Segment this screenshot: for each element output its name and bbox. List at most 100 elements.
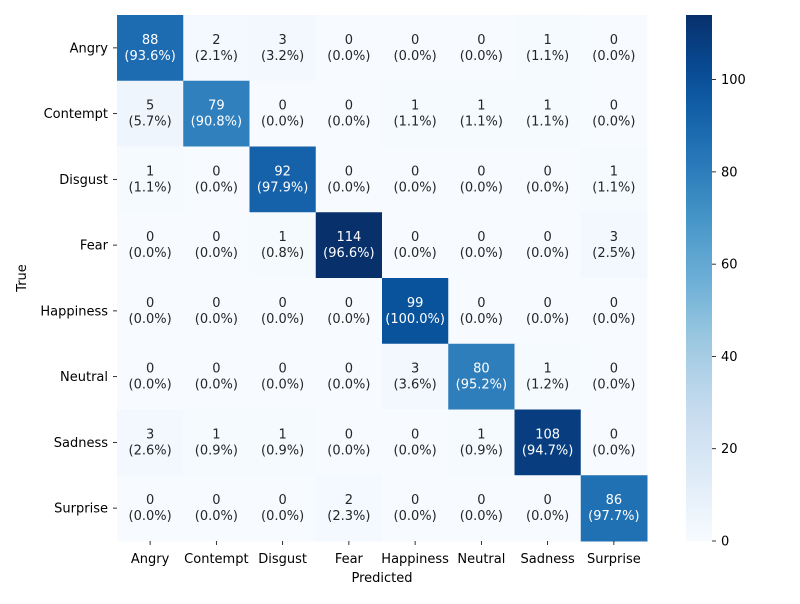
heatmap-cell	[580, 475, 648, 542]
heatmap-cell	[183, 146, 250, 213]
heatmap-cell	[183, 278, 250, 345]
cell-value-label: 0	[345, 164, 353, 179]
cell-value-label: 0	[543, 296, 551, 311]
cell-value-label: 0	[610, 296, 618, 311]
cell-value-label: 0	[610, 362, 618, 377]
cell-percent-label: (1.1%)	[592, 180, 635, 195]
heatmap-cell	[448, 409, 515, 476]
heatmap-cell	[117, 80, 184, 147]
heatmap-cell	[580, 278, 648, 345]
heatmap-cell	[315, 212, 383, 279]
heatmap-cell	[514, 278, 582, 345]
cell-percent-label: (0.0%)	[526, 180, 569, 195]
cell-value-label: 3	[146, 427, 154, 442]
heatmap-cell	[580, 212, 648, 279]
cell-percent-label: (0.0%)	[460, 180, 503, 195]
cell-percent-label: (95.2%)	[456, 378, 507, 393]
cell-value-label: 92	[274, 164, 291, 179]
cell-value-label: 108	[535, 427, 560, 442]
cell-percent-label: (2.6%)	[129, 443, 172, 458]
cell-percent-label: (2.3%)	[327, 509, 370, 524]
cell-value-label: 0	[146, 362, 154, 377]
cell-percent-label: (5.7%)	[129, 115, 172, 130]
cell-percent-label: (0.8%)	[261, 246, 304, 261]
heatmap-cell	[315, 278, 383, 345]
cell-value-label: 1	[212, 427, 220, 442]
heatmap-cell	[117, 475, 184, 542]
cell-percent-label: (0.0%)	[261, 509, 304, 524]
cell-percent-label: (0.0%)	[526, 509, 569, 524]
cell-value-label: 0	[477, 493, 485, 508]
cell-value-label: 0	[610, 99, 618, 114]
heatmap-axes: Angry Contempt Disgust Fear Happiness Neutral…	[15, 41, 641, 586]
heatmap-cell	[382, 409, 449, 476]
cell-percent-label: (0.0%)	[129, 378, 172, 393]
cell-percent-label: (0.9%)	[460, 443, 503, 458]
heatmap-cell	[514, 15, 582, 82]
y-tick-label: Neutral	[60, 370, 108, 385]
cell-percent-label: (0.0%)	[195, 246, 238, 261]
cell-value-label: 0	[146, 493, 154, 508]
heatmap-cell	[514, 343, 582, 410]
cell-percent-label: (0.0%)	[592, 115, 635, 130]
cell-value-label: 2	[212, 33, 220, 48]
cell-value-label: 0	[477, 230, 485, 245]
x-tick-label: Angry	[131, 552, 170, 567]
heatmap-cell	[382, 475, 449, 542]
heatmap-cell	[183, 343, 250, 410]
heatmap-cell	[315, 146, 383, 213]
heatmap-cell	[514, 212, 582, 279]
heatmap-cell	[249, 409, 317, 476]
cell-annotations: 88(93.6%)2(2.1%)3(3.2%)0(0.0%)0(0.0%)0(0…	[124, 33, 639, 524]
cell-percent-label: (0.0%)	[460, 49, 503, 64]
heatmap-cell	[183, 15, 250, 82]
cell-percent-label: (0.0%)	[592, 312, 635, 327]
heatmap-cell	[580, 146, 648, 213]
cell-percent-label: (0.9%)	[195, 443, 238, 458]
heatmap-cell	[448, 212, 515, 279]
cell-percent-label: (93.6%)	[124, 49, 175, 64]
heatmap-cell	[315, 409, 383, 476]
cell-value-label: 99	[407, 296, 424, 311]
cell-value-label: 0	[278, 296, 286, 311]
cell-value-label: 0	[411, 230, 419, 245]
x-tick-label: Happiness	[381, 552, 449, 567]
cell-value-label: 1	[146, 164, 154, 179]
cell-percent-label: (0.0%)	[327, 180, 370, 195]
cell-percent-label: (0.0%)	[526, 312, 569, 327]
cell-value-label: 0	[477, 296, 485, 311]
cell-value-label: 0	[212, 230, 220, 245]
heatmap-cell	[183, 409, 250, 476]
cell-value-label: 0	[278, 493, 286, 508]
heatmap-cell	[448, 15, 515, 82]
cell-percent-label: (0.0%)	[327, 443, 370, 458]
cell-value-label: 3	[610, 230, 618, 245]
cell-percent-label: (2.1%)	[195, 49, 238, 64]
heatmap-cell	[249, 212, 317, 279]
heatmap-cell	[448, 278, 515, 345]
cell-value-label: 5	[146, 99, 154, 114]
cell-value-label: 0	[345, 362, 353, 377]
cell-percent-label: (100.0%)	[385, 312, 445, 327]
cell-value-label: 1	[543, 99, 551, 114]
cell-percent-label: (0.0%)	[327, 49, 370, 64]
heatmap-cell	[580, 15, 648, 82]
cell-value-label: 1	[477, 427, 485, 442]
heatmap-cell	[117, 278, 184, 345]
heatmap-cell	[249, 278, 317, 345]
heatmap-cell	[315, 475, 383, 542]
cell-value-label: 0	[146, 296, 154, 311]
cell-percent-label: (94.7%)	[522, 443, 573, 458]
cell-percent-label: (0.0%)	[526, 246, 569, 261]
cell-value-label: 1	[411, 99, 419, 114]
heatmap-cell	[514, 80, 582, 147]
y-tick-label: Fear	[80, 239, 109, 254]
cell-value-label: 79	[208, 99, 225, 114]
heatmap-cell	[249, 146, 317, 213]
heatmap-cell	[183, 475, 250, 542]
heatmap-cell	[315, 343, 383, 410]
heatmap-cell	[448, 343, 515, 410]
cell-value-label: 0	[345, 427, 353, 442]
heatmap-cell	[382, 343, 449, 410]
heatmap-cell	[448, 146, 515, 213]
